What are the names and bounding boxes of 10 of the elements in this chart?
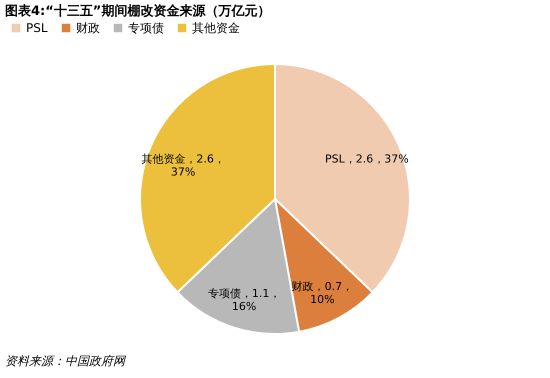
legend-label: 其他资金 <box>192 21 240 35</box>
data-label: 其他资金，2.6， 37% <box>141 152 225 179</box>
data-label: PSL，2.6，37% <box>325 152 409 166</box>
legend-label: 专项债 <box>128 21 164 35</box>
legend-label: PSL <box>26 21 48 35</box>
legend-label: 财政 <box>76 21 100 35</box>
data-label: 专项债，1.1， 16% <box>208 287 280 314</box>
chart-title: 图表4:“十三五”期间棚改资金来源（万亿元） <box>5 4 270 19</box>
data-label: 财政，0.7， 10% <box>292 280 354 306</box>
text: 资料来源：中国政府网 <box>5 354 127 368</box>
